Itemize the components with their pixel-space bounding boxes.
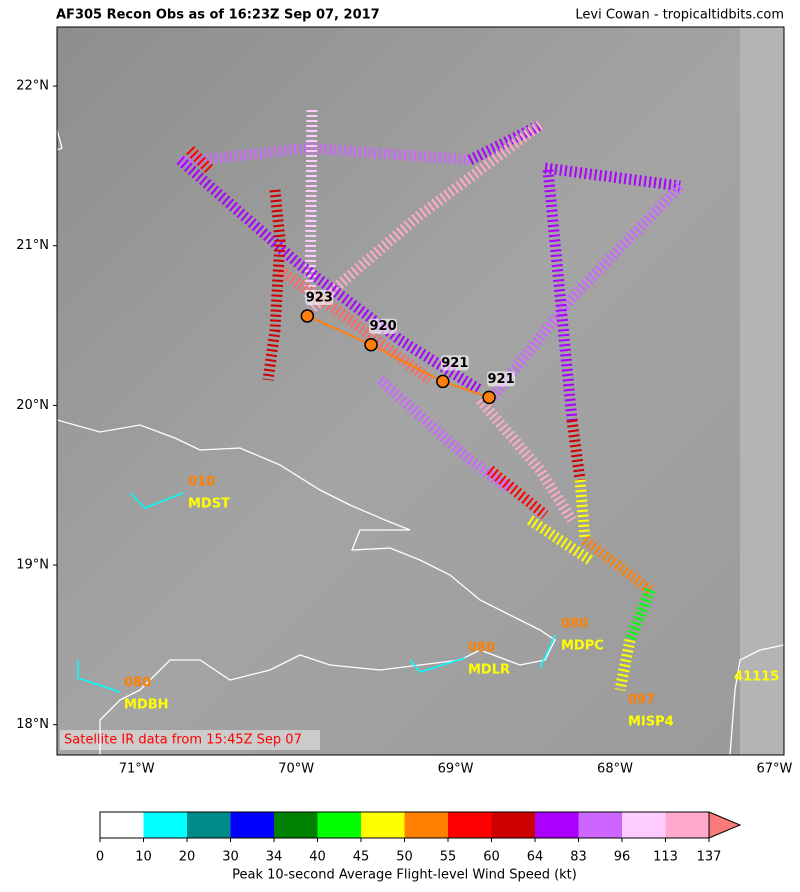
colorbar-box bbox=[491, 812, 535, 838]
x-tick-label: 68°W bbox=[597, 762, 633, 777]
colorbar-tick-label: 34 bbox=[266, 850, 283, 865]
station-value: 080 bbox=[468, 641, 495, 656]
pressure-label: 921 bbox=[487, 372, 514, 387]
y-tick-label: 22°N bbox=[16, 79, 49, 94]
colorbar-tick-label: 45 bbox=[353, 850, 370, 865]
colorbar-tick-label: 40 bbox=[309, 850, 326, 865]
colorbar-box bbox=[187, 812, 231, 838]
colorbar-box bbox=[578, 812, 622, 838]
center-fix bbox=[364, 337, 378, 352]
y-tick-label: 19°N bbox=[16, 558, 49, 573]
colorbar-box bbox=[665, 812, 709, 838]
map-frame bbox=[56, 26, 785, 756]
colorbar-tick-label: 10 bbox=[135, 850, 152, 865]
center-fix bbox=[482, 390, 496, 405]
colorbar-box bbox=[448, 812, 492, 838]
pressure-label: 920 bbox=[370, 319, 397, 334]
station-name: MDST bbox=[188, 497, 230, 512]
colorbar-tick-label: 55 bbox=[440, 850, 457, 865]
coastlines bbox=[57, 129, 784, 755]
station-name: MISP4 bbox=[628, 715, 674, 730]
colorbar-box bbox=[404, 812, 448, 838]
colorbar-box bbox=[230, 812, 274, 838]
station-name: 41115 bbox=[734, 670, 779, 685]
colorbar-tick-label: 64 bbox=[527, 850, 544, 865]
pressure-box bbox=[369, 318, 398, 334]
colorbar-box bbox=[274, 812, 318, 838]
map: 923 920 921 921 010 MDST 080 MDLR 080 MDPC 080 MDB… bbox=[57, 27, 784, 755]
station-value: 097 bbox=[628, 693, 655, 708]
colorbar-box bbox=[143, 812, 187, 838]
title: AF305 Recon Obs as of 16:23Z Sep 07, 201… bbox=[56, 8, 380, 23]
colorbar-box bbox=[317, 812, 361, 838]
colorbar-extend bbox=[708, 811, 742, 839]
colorbar-tick-label: 83 bbox=[570, 850, 587, 865]
x-tick-label: 69°W bbox=[438, 762, 474, 777]
colorbar-box bbox=[622, 812, 666, 838]
station-barb bbox=[77, 660, 121, 693]
pressure-box bbox=[305, 289, 334, 305]
y-tick-label: 21°N bbox=[16, 238, 49, 253]
colorbar-box bbox=[100, 812, 144, 838]
x-tick-label: 67°W bbox=[756, 762, 792, 777]
station-barb bbox=[129, 492, 184, 509]
station-value: 080 bbox=[124, 676, 151, 691]
colorbar-tick-label: 96 bbox=[614, 850, 631, 865]
colorbar-tick-label: 20 bbox=[179, 850, 196, 865]
station-value: 010 bbox=[188, 475, 215, 490]
colorbar-tick-label: 113 bbox=[653, 850, 678, 865]
station-name: MDBH bbox=[124, 698, 169, 713]
satellite-image bbox=[57, 27, 784, 755]
satellite-image bbox=[740, 27, 784, 755]
pressure-box bbox=[487, 371, 516, 387]
center-fix bbox=[436, 374, 450, 389]
pressure-label: 921 bbox=[441, 356, 468, 371]
pressure-label: 923 bbox=[306, 290, 333, 305]
flight-track bbox=[176, 109, 684, 692]
credit: Levi Cowan - tropicaltidbits.com bbox=[575, 8, 784, 23]
colorbar-tick-label: 0 bbox=[96, 850, 104, 865]
station-barb bbox=[409, 657, 466, 673]
colorbar-tick-label: 137 bbox=[697, 850, 722, 865]
colorbar-label: Peak 10-second Average Flight-level Wind… bbox=[232, 868, 577, 883]
colorbar-box bbox=[535, 812, 579, 838]
y-tick-label: 20°N bbox=[16, 398, 49, 413]
station-value: 080 bbox=[561, 617, 588, 632]
center-fix bbox=[300, 309, 315, 323]
note-box bbox=[60, 730, 320, 750]
x-tick-label: 71°W bbox=[119, 762, 155, 777]
x-tick-label: 70°W bbox=[278, 762, 314, 777]
colorbar-box bbox=[361, 812, 405, 838]
pressure-box bbox=[440, 355, 469, 371]
fix-track bbox=[306, 315, 490, 399]
satellite-note: Satellite IR data from 15:45Z Sep 07 bbox=[64, 733, 302, 748]
station-name: MDLR bbox=[468, 663, 510, 678]
colorbar-tick-label: 50 bbox=[396, 850, 413, 865]
colorbar-tick-label: 60 bbox=[483, 850, 500, 865]
station-name: MDPC bbox=[561, 639, 604, 654]
station-barb bbox=[539, 634, 556, 669]
y-tick-label: 18°N bbox=[16, 717, 49, 732]
colorbar-tick-label: 30 bbox=[222, 850, 239, 865]
